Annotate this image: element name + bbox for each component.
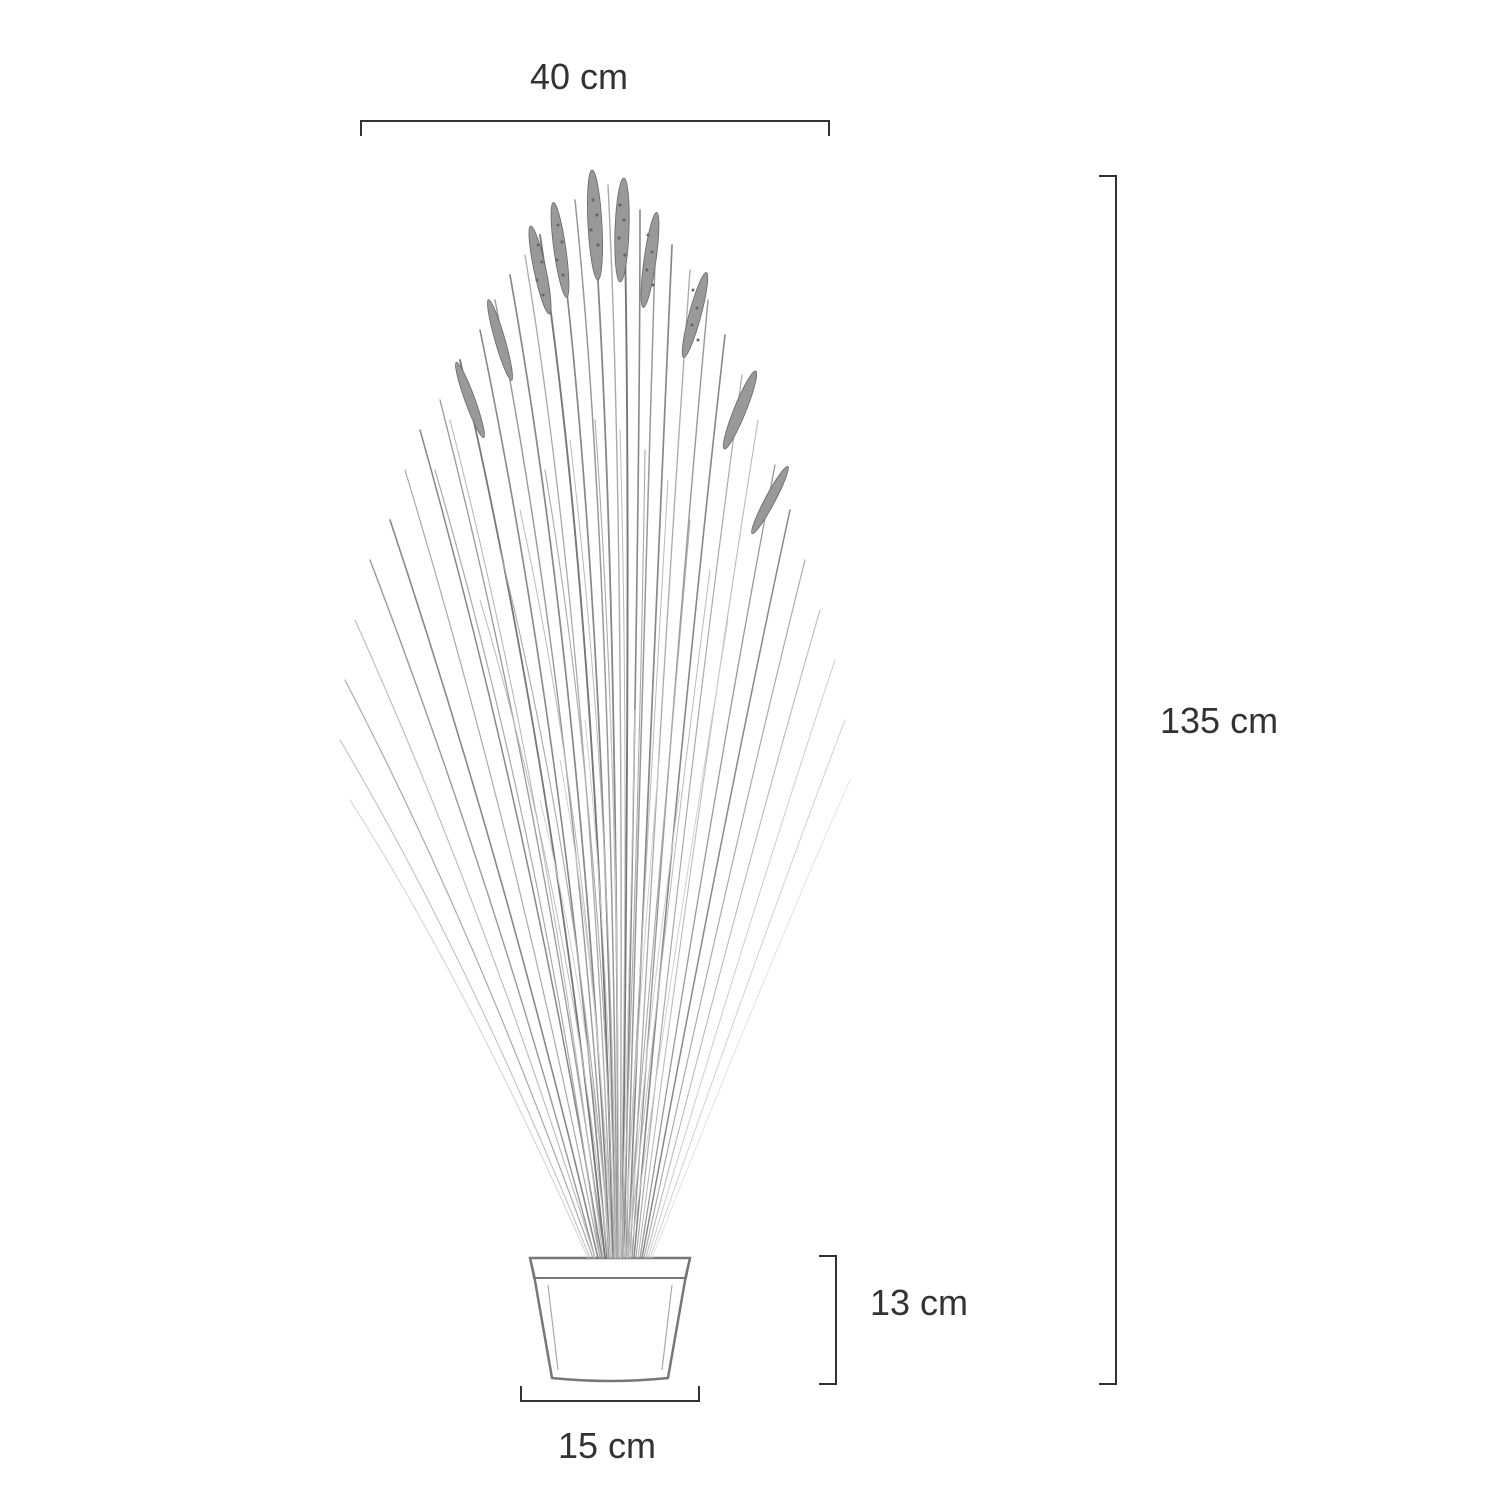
dimension-diagram: 40 cm 135 cm 13 cm 15 cm: [0, 0, 1500, 1500]
product-sketch: [0, 0, 1500, 1500]
pot-outline: [530, 1258, 690, 1381]
grass-blades: [340, 185, 850, 1258]
seed-heads: [452, 170, 793, 536]
